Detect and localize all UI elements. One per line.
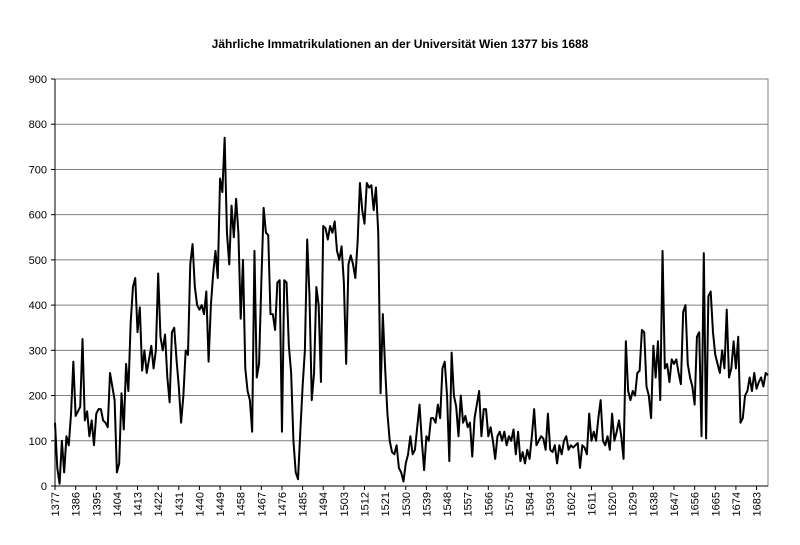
x-tick-label: 1602 (566, 492, 578, 516)
y-tick-label: 900 (29, 74, 47, 86)
x-tick-label: 1458 (236, 492, 248, 516)
x-tick-label: 1476 (277, 492, 289, 516)
x-tick-label: 1413 (133, 492, 145, 516)
x-tick-label: 1512 (360, 492, 372, 516)
x-tick-label: 1503 (339, 492, 351, 516)
x-tick-label: 1647 (669, 492, 681, 516)
x-tick-label: 1620 (607, 492, 619, 516)
y-tick-label: 0 (41, 481, 47, 493)
x-tick-label: 1539 (421, 492, 433, 516)
y-tick-label: 600 (29, 210, 47, 222)
y-tick-label: 800 (29, 119, 47, 131)
y-tick-label: 200 (29, 391, 47, 403)
x-tick-label: 1386 (71, 492, 83, 516)
x-tick-label: 1593 (545, 492, 557, 516)
x-tick-label: 1674 (731, 492, 743, 516)
y-tick-label: 100 (29, 436, 47, 448)
x-tick-label: 1548 (442, 492, 454, 516)
x-tick-label: 1665 (710, 492, 722, 516)
x-tick-label: 1404 (112, 492, 124, 516)
x-tick-label: 1494 (318, 492, 330, 516)
x-tick-label: 1530 (401, 492, 413, 516)
x-tick-label: 1440 (194, 492, 206, 516)
x-tick-label: 1431 (174, 492, 186, 516)
x-tick-label: 1449 (215, 492, 227, 516)
y-tick-label: 700 (29, 164, 47, 176)
data-line (54, 136, 769, 485)
y-tick-label: 500 (29, 255, 47, 267)
x-tick-label: 1422 (153, 492, 165, 516)
x-tick-label: 1611 (586, 492, 598, 516)
x-tick-label: 1485 (298, 492, 310, 516)
x-tick-label: 1575 (504, 492, 516, 516)
x-tick-label: 1656 (690, 492, 702, 516)
x-tick-label: 1629 (628, 492, 640, 516)
y-tick-label: 300 (29, 345, 47, 357)
x-tick-label: 1467 (256, 492, 268, 516)
x-tick-label: 1683 (752, 492, 764, 516)
chart-title: Jährliche Immatrikulationen an der Unive… (212, 37, 589, 51)
x-tick-label: 1638 (648, 492, 660, 516)
x-tick-label: 1566 (483, 492, 495, 516)
x-tick-label: 1377 (50, 492, 62, 516)
x-tick-label: 1584 (525, 492, 537, 516)
x-tick-label: 1557 (463, 492, 475, 516)
y-tick-label: 400 (29, 300, 47, 312)
x-tick-label: 1395 (91, 492, 103, 516)
x-tick-label: 1521 (380, 492, 392, 516)
